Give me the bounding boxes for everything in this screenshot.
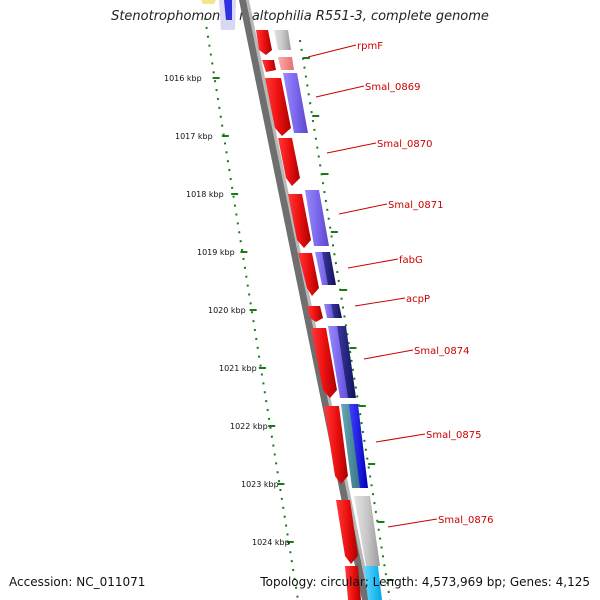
cds-block-Smal-0875-teal — [341, 404, 362, 488]
gene-label-acpP: acpP — [406, 294, 430, 305]
label-leader-line — [375, 433, 426, 443]
top-partial-features — [201, 0, 236, 30]
gene-block-rpmF — [256, 30, 272, 55]
cds-block-acpP-dark — [331, 304, 342, 318]
cds-block-Smal-0869 — [283, 73, 308, 133]
genome-title: Stenotrophomonas maltophilia R551-3, com… — [111, 9, 489, 24]
gene-block-Smal-0870 — [278, 138, 300, 186]
topology-summary: Topology: circular; Length: 4,573,969 bp… — [260, 575, 590, 589]
gene-block-rpmF-b — [262, 60, 276, 72]
gene-block-acpP — [307, 306, 323, 322]
label-leader-lines — [307, 44, 438, 528]
gene-features — [256, 30, 382, 600]
accession-text: Accession: NC_011071 — [9, 575, 146, 589]
label-leader-line — [363, 349, 414, 360]
label-leader-line — [338, 203, 388, 215]
kbp-label: 1017 kbp — [175, 132, 213, 141]
cds-block-bottom — [364, 566, 382, 600]
label-leader-line — [307, 44, 357, 58]
kbp-label: 1020 kbp — [208, 306, 246, 315]
kbp-tick-lines — [204, 17, 394, 600]
cds-block-Smal-0876 — [354, 496, 380, 566]
gene-block-Smal-0869 — [265, 78, 291, 136]
gene-label-Smal-0875: Smal_0875 — [426, 430, 481, 441]
gene-block-fabG — [298, 253, 319, 296]
kbp-label: 1018 kbp — [186, 190, 224, 199]
gene-block-Smal-0876 — [336, 500, 358, 564]
label-leader-line — [387, 518, 438, 528]
cds-block-Smal-0874-dark — [337, 326, 356, 398]
cds-block-Smal-0871 — [305, 190, 329, 246]
kbp-label: 1016 kbp — [164, 74, 202, 83]
cds-block-rpmF-b — [278, 57, 294, 70]
gene-labels: rpmF Smal_0869 Smal_0870 Smal_0871 fabG … — [357, 41, 493, 526]
kbp-label: 1022 kbp — [230, 422, 268, 431]
kbp-labels: 1016 kbp 1017 kbp 1018 kbp 1019 kbp 1020… — [164, 74, 290, 547]
gene-label-Smal-0876: Smal_0876 — [438, 515, 493, 526]
kbp-label: 1019 kbp — [197, 248, 235, 257]
gene-block-Smal-0871 — [288, 194, 311, 248]
gene-label-fabG: fabG — [399, 255, 423, 266]
cds-block-fabG-dark — [322, 252, 336, 285]
label-leader-line — [326, 142, 377, 154]
kbp-label: 1023 kbp — [241, 480, 279, 489]
kbp-label: 1024 kbp — [252, 538, 290, 547]
gene-label-Smal-0874: Smal_0874 — [414, 346, 469, 357]
cds-block-Smal-0875 — [349, 404, 368, 488]
label-leader-line — [315, 85, 365, 98]
backbone — [239, 0, 372, 600]
label-leader-line — [354, 297, 406, 307]
kbp-label: 1021 kbp — [219, 364, 257, 373]
cds-block-rpmF — [274, 30, 291, 50]
gene-block-Smal-0875 — [324, 406, 348, 484]
gene-block-Smal-0874 — [311, 328, 337, 398]
gene-block-bottom — [345, 566, 361, 600]
gene-label-Smal-0869: Smal_0869 — [365, 82, 420, 93]
gene-label-Smal-0870: Smal_0870 — [377, 139, 432, 150]
gene-label-rpmF: rpmF — [357, 41, 383, 52]
label-leader-line — [347, 258, 399, 269]
gene-label-Smal-0871: Smal_0871 — [388, 200, 443, 211]
